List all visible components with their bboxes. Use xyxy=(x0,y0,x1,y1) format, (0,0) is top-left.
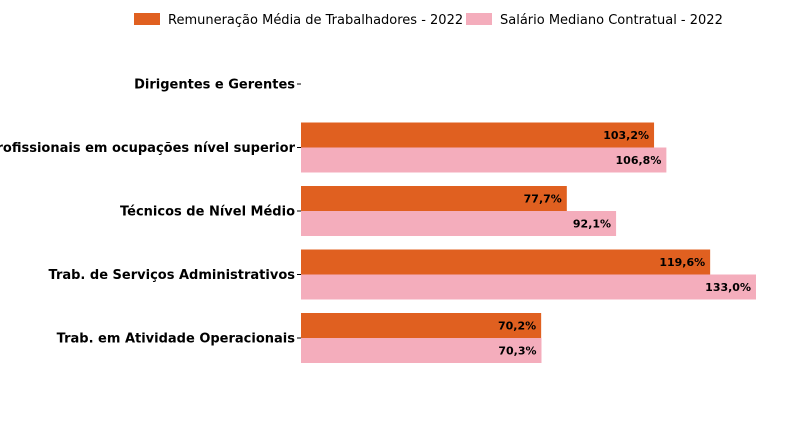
legend-item-2: Salário Mediano Contratual - 2022 xyxy=(466,13,723,28)
value-label-s2-c4: 133,0% xyxy=(705,281,751,294)
category-label-3: Técnicos de Nível Médio xyxy=(120,205,295,220)
value-label-s2-c2: 106,8% xyxy=(616,154,662,167)
y-axis: Dirigentes e Gerentes Profissionais em oc… xyxy=(0,78,301,347)
legend-swatch-2 xyxy=(466,13,492,25)
category-label-4: Trab. de Serviços Administrativos xyxy=(49,268,296,283)
value-label-s2-c5: 70,3% xyxy=(498,345,536,358)
bar-s2-c2 xyxy=(301,147,667,173)
category-label-1: Dirigentes e Gerentes xyxy=(134,78,295,93)
legend-label-1: Remuneração Média de Trabalhadores - 202… xyxy=(168,13,463,28)
bar-s1-c2 xyxy=(301,122,655,148)
value-label-s1-c5: 70,2% xyxy=(498,320,536,333)
value-label-s1-c3: 77,7% xyxy=(524,193,562,206)
value-label-s1-c4: 119,6% xyxy=(659,256,705,269)
bar-s1-c4 xyxy=(301,249,711,275)
bar-s2-c3 xyxy=(301,211,617,236)
bar-s2-c5 xyxy=(301,338,542,363)
category-label-2: Profissionais em ocupações nível superio… xyxy=(0,141,296,156)
bar-s1-c3 xyxy=(301,186,567,211)
legend-item-1: Remuneração Média de Trabalhadores - 202… xyxy=(134,13,463,28)
legend-swatch-1 xyxy=(134,13,160,25)
legend-label-2: Salário Mediano Contratual - 2022 xyxy=(500,13,723,28)
bar-s1-c5 xyxy=(301,313,542,338)
legend: Remuneração Média de Trabalhadores - 202… xyxy=(134,13,723,28)
category-label-5: Trab. em Atividade Operacionais xyxy=(57,332,296,347)
bars: 103,2% 106,8% 77,7% 92,1% 119,6%133,0% 70,2% 7… xyxy=(301,122,756,363)
value-label-s2-c3: 92,1% xyxy=(573,218,611,231)
value-label-s1-c2: 103,2% xyxy=(603,129,649,142)
bar-s2-c4 xyxy=(301,274,756,300)
